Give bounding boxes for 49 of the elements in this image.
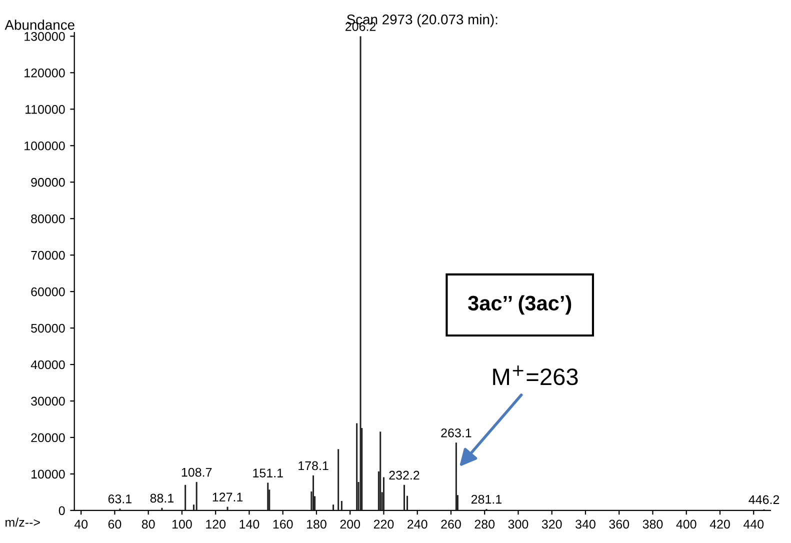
y-tick-label: 40000 bbox=[30, 360, 65, 370]
x-axis-title: m/z--> bbox=[6, 518, 40, 527]
x-tick-label: 420 bbox=[710, 520, 730, 529]
x-tick-label: 400 bbox=[676, 520, 696, 529]
x-tick-label: 80 bbox=[142, 520, 155, 529]
x-tick-label: 120 bbox=[206, 520, 226, 529]
y-tick-label: 90000 bbox=[31, 178, 65, 187]
annotation: 178.1 bbox=[298, 461, 328, 470]
x-tick-label: 300 bbox=[508, 520, 528, 529]
y-tick-label: 20000 bbox=[31, 433, 65, 442]
y-tick-label: 120000 bbox=[24, 68, 65, 78]
y-axis-title: Abundance bbox=[4, 20, 74, 30]
x-tick-label: 320 bbox=[542, 520, 562, 529]
x-tick-label: 440 bbox=[743, 520, 764, 529]
x-tick-label: 280 bbox=[474, 520, 495, 529]
x-tick-label: 140 bbox=[240, 520, 260, 529]
annotation: 3ac’’ (3ac’) bbox=[468, 295, 572, 315]
x-tick-label: 240 bbox=[408, 520, 428, 529]
x-tick-label: 100 bbox=[172, 520, 192, 529]
x-tick-label: 380 bbox=[642, 520, 663, 529]
annotation: 281.1 bbox=[471, 494, 502, 504]
y-tick-label: 30000 bbox=[31, 396, 65, 406]
x-tick-label: 60 bbox=[108, 520, 122, 529]
y-tick-label: 100000 bbox=[24, 141, 65, 150]
annotation: 127.1 bbox=[212, 492, 243, 502]
x-tick-label: 200 bbox=[340, 520, 360, 529]
annotation: 263.1 bbox=[441, 428, 472, 438]
y-tick-label: 10000 bbox=[32, 470, 65, 479]
y-tick-label: 0 bbox=[58, 506, 65, 516]
x-tick-label: 40 bbox=[74, 520, 88, 529]
annotation: 88.1 bbox=[150, 494, 174, 503]
annotation: 108.7 bbox=[182, 468, 212, 477]
x-tick-label: 360 bbox=[609, 520, 630, 529]
y-tick-label: 50000 bbox=[31, 324, 65, 333]
y-tick-label: 80000 bbox=[31, 214, 65, 224]
annotation: M$^{+}$=263 bbox=[493, 366, 578, 386]
annotation: 446.2 bbox=[748, 495, 780, 504]
x-tick-label: 160 bbox=[273, 520, 293, 529]
x-tick-label: 260 bbox=[441, 520, 461, 529]
y-tick-label: 60000 bbox=[31, 287, 65, 296]
x-tick-label: 180 bbox=[306, 520, 326, 529]
y-tick-label: 70000 bbox=[31, 250, 65, 260]
x-tick-label: 340 bbox=[576, 520, 596, 529]
annotation: 151.1 bbox=[253, 468, 283, 478]
y-tick-label: 110000 bbox=[25, 104, 65, 114]
x-tick-label: 220 bbox=[374, 520, 394, 529]
annotation: 232.2 bbox=[389, 470, 420, 480]
y-tick-label: 130000 bbox=[24, 32, 65, 41]
annotation: 63.1 bbox=[108, 494, 132, 504]
